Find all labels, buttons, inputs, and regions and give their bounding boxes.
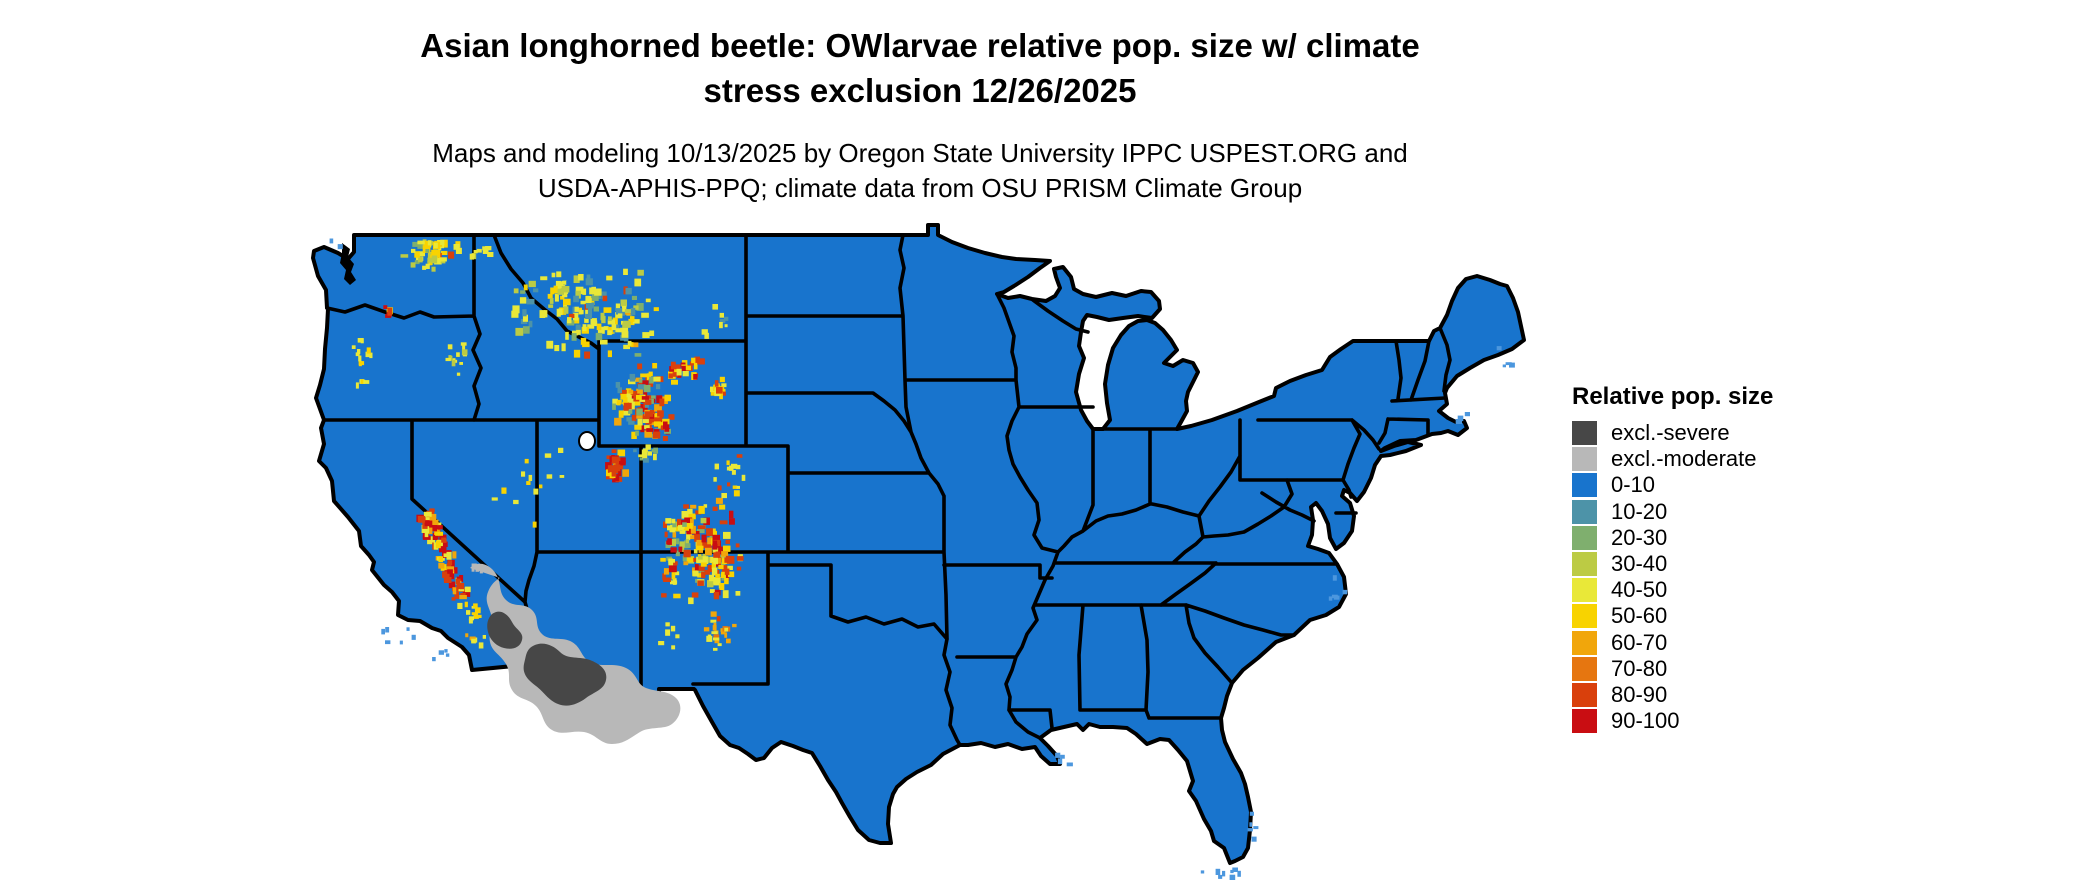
hotspot-wa-north-cascades <box>400 239 462 272</box>
legend-label: 70-80 <box>1611 655 1668 681</box>
map-title-line2: stress exclusion 12/26/2025 <box>703 71 1137 109</box>
legend-items: excl.-severe excl.-moderate 0-10 10-20 20-30… <box>1572 420 1872 734</box>
hotspot-co-sangre-de-cristo <box>708 552 742 600</box>
coastal-speck-florida-keys <box>1200 867 1241 880</box>
map-title: Asian longhorned beetle: OWlarvae relati… <box>0 24 1840 114</box>
population-hotspot-speckles <box>351 239 746 651</box>
hotspot-co-front-range <box>713 454 746 499</box>
hotspot-id-mt-rockies <box>511 268 659 359</box>
coastal-speck-channel-islands <box>381 627 416 645</box>
header: Asian longhorned beetle: OWlarvae relati… <box>0 24 1840 206</box>
hotspot-sierra-south-tail <box>464 601 482 624</box>
map-subtitle-line2: USDA-APHIS-PPQ; climate data from OSU PR… <box>537 172 1303 203</box>
hotspot-wind-river <box>646 410 675 441</box>
legend-item: excl.-severe <box>1572 420 1872 446</box>
legend: Relative pop. size excl.-severe excl.-mod… <box>1572 383 1872 734</box>
hotspot-bighorn <box>710 376 727 400</box>
hotspot-nm-sangre <box>703 611 721 644</box>
legend-swatch-b80 <box>1572 682 1597 707</box>
legend-item: 10-20 <box>1572 499 1872 525</box>
coastal-speck-cape-cod <box>1455 412 1470 424</box>
state-borders <box>322 233 1452 747</box>
legend-item: 50-60 <box>1572 603 1872 629</box>
legend-swatch-excl_severe <box>1572 421 1597 446</box>
legend-label: 30-40 <box>1611 551 1668 577</box>
legend-label: 80-90 <box>1611 681 1668 707</box>
legend-swatch-b90 <box>1572 709 1597 734</box>
legend-label: 50-60 <box>1611 603 1668 629</box>
coastal-speck-maine-coast <box>1496 346 1515 368</box>
legend-label: excl.-moderate <box>1611 446 1757 472</box>
legend-swatch-b40 <box>1572 578 1597 603</box>
exclusion-severe-zone <box>487 611 607 706</box>
hotspot-sierra-nevada <box>416 508 471 609</box>
puget-sound-blob <box>340 243 356 285</box>
hotspot-absaroka-arm <box>668 356 705 385</box>
coastal-speck-juan-de-fuca <box>329 238 343 250</box>
legend-swatch-b70 <box>1572 656 1597 681</box>
hotspot-co-san-juan <box>663 518 687 538</box>
map-subtitle: Maps and modeling 10/13/2025 by Oregon S… <box>0 136 1840 206</box>
legend-label: excl.-severe <box>1611 420 1730 446</box>
legend-swatch-b60 <box>1572 630 1597 655</box>
hotspot-wa-northeast <box>469 246 494 260</box>
legend-title: Relative pop. size <box>1572 383 1774 410</box>
legend-item: 30-40 <box>1572 551 1872 577</box>
legend-label: 0-10 <box>1611 472 1656 498</box>
legend-swatch-b50 <box>1572 604 1597 629</box>
legend-item: 40-50 <box>1572 577 1872 603</box>
legend-swatch-b0 <box>1572 473 1597 498</box>
hotspot-socal-mtns <box>465 633 486 649</box>
coastal-speck-mississippi-delta <box>1055 752 1073 767</box>
great-salt-lake <box>578 431 596 451</box>
legend-item: 0-10 <box>1572 472 1872 498</box>
legend-label: 40-50 <box>1611 577 1668 603</box>
exclusion-moderate-zone <box>470 563 681 744</box>
coastal-speck-pamlico-sound <box>1328 575 1348 601</box>
coastal-speck-socal-coast <box>432 649 450 662</box>
hotspot-mt-central-ranges <box>701 304 729 339</box>
legend-label: 10-20 <box>1611 498 1668 524</box>
hotspot-yellowstone <box>612 363 671 439</box>
legend-swatch-b10 <box>1572 499 1597 524</box>
legend-item: 60-70 <box>1572 630 1872 656</box>
legend-item: 20-30 <box>1572 525 1872 551</box>
map-title-line1: Asian longhorned beetle: OWlarvae relati… <box>420 27 1420 64</box>
hotspot-or-cascades <box>351 338 373 389</box>
legend-swatch-b20 <box>1572 525 1597 550</box>
hotspot-or-blue-mtns <box>445 342 468 376</box>
hotspot-wasatch <box>605 449 629 483</box>
hotspot-wa-south-rainier <box>383 305 393 318</box>
legend-item: 70-80 <box>1572 656 1872 682</box>
map-subtitle-line1: Maps and modeling 10/13/2025 by Oregon S… <box>432 137 1408 168</box>
legend-label: 90-100 <box>1611 708 1680 734</box>
legend-item: 80-90 <box>1572 682 1872 708</box>
hotspot-mojave-gray-specks <box>471 563 483 574</box>
coastal-speck-florida-east-fringe <box>1247 811 1259 842</box>
hotspot-utah-south-tail <box>713 623 737 651</box>
coastal-fringe-specks <box>329 238 1515 880</box>
legend-item: excl.-moderate <box>1572 446 1872 472</box>
legend-label: 60-70 <box>1611 629 1668 655</box>
legend-swatch-excl_moderate <box>1572 447 1597 472</box>
hotspot-uinta <box>633 444 658 463</box>
hotspot-nm-west-dots <box>658 622 680 650</box>
legend-swatch-b30 <box>1572 552 1597 577</box>
legend-item: 90-100 <box>1572 708 1872 734</box>
legend-label: 20-30 <box>1611 524 1668 550</box>
us-outline <box>311 223 1526 865</box>
hotspot-nevada-ranges <box>491 447 565 528</box>
